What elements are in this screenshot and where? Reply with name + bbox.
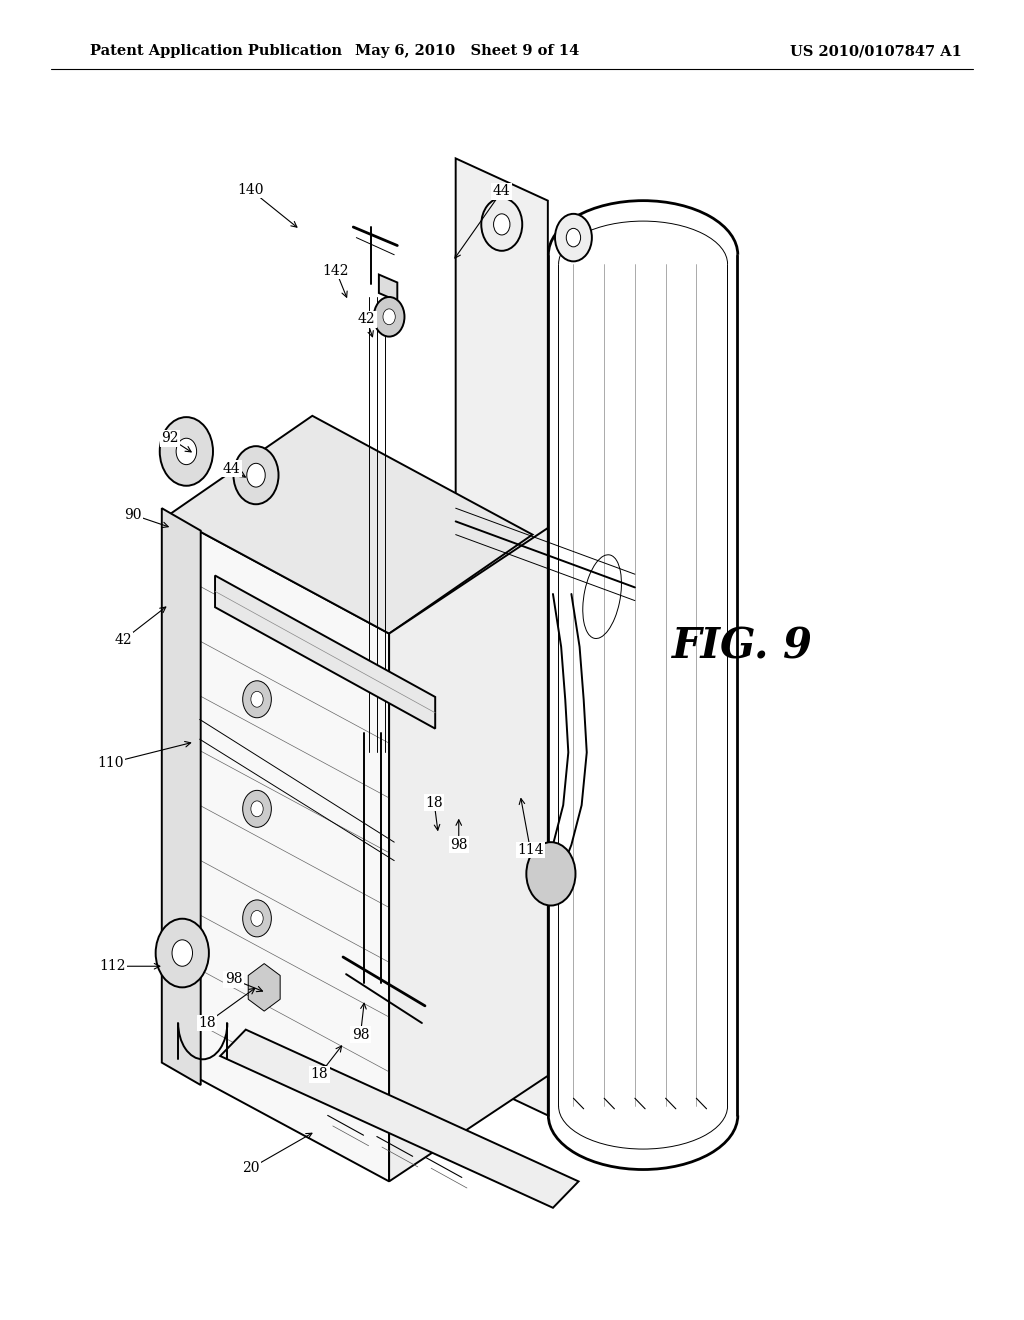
Text: 112: 112 [99,960,126,973]
Circle shape [243,900,271,937]
Polygon shape [220,1030,579,1208]
Polygon shape [162,508,201,1085]
Text: 18: 18 [198,1016,216,1030]
Circle shape [494,214,510,235]
Polygon shape [248,964,281,1011]
Circle shape [247,463,265,487]
Text: 42: 42 [357,313,376,326]
Text: 18: 18 [425,796,443,809]
Text: US 2010/0107847 A1: US 2010/0107847 A1 [790,45,962,58]
Text: 110: 110 [97,756,124,770]
Text: 92: 92 [161,432,179,445]
Text: 20: 20 [242,1162,260,1175]
Text: 140: 140 [238,183,264,197]
Circle shape [172,940,193,966]
Circle shape [243,791,271,828]
Text: 44: 44 [493,185,511,198]
Text: 42: 42 [114,634,132,647]
Text: 18: 18 [310,1068,329,1081]
Text: FIG. 9: FIG. 9 [672,626,813,668]
Circle shape [481,198,522,251]
Circle shape [526,842,575,906]
Text: 90: 90 [124,508,142,521]
Polygon shape [379,275,397,301]
Circle shape [383,309,395,325]
Circle shape [566,228,581,247]
Text: 114: 114 [517,843,544,857]
Text: 98: 98 [450,838,468,851]
Text: 142: 142 [323,264,349,277]
Circle shape [243,681,271,718]
Circle shape [176,438,197,465]
Text: May 6, 2010   Sheet 9 of 14: May 6, 2010 Sheet 9 of 14 [355,45,579,58]
Polygon shape [169,515,389,1181]
Polygon shape [456,158,548,1115]
Circle shape [251,801,263,817]
Polygon shape [169,416,532,634]
Circle shape [555,214,592,261]
Polygon shape [215,576,435,729]
Circle shape [251,692,263,708]
Text: 98: 98 [351,1028,370,1041]
Circle shape [374,297,404,337]
Circle shape [233,446,279,504]
Circle shape [156,919,209,987]
Text: 44: 44 [222,462,241,475]
Text: Patent Application Publication: Patent Application Publication [90,45,342,58]
Text: 98: 98 [224,973,243,986]
Circle shape [251,911,263,927]
Circle shape [160,417,213,486]
Polygon shape [389,528,548,1181]
